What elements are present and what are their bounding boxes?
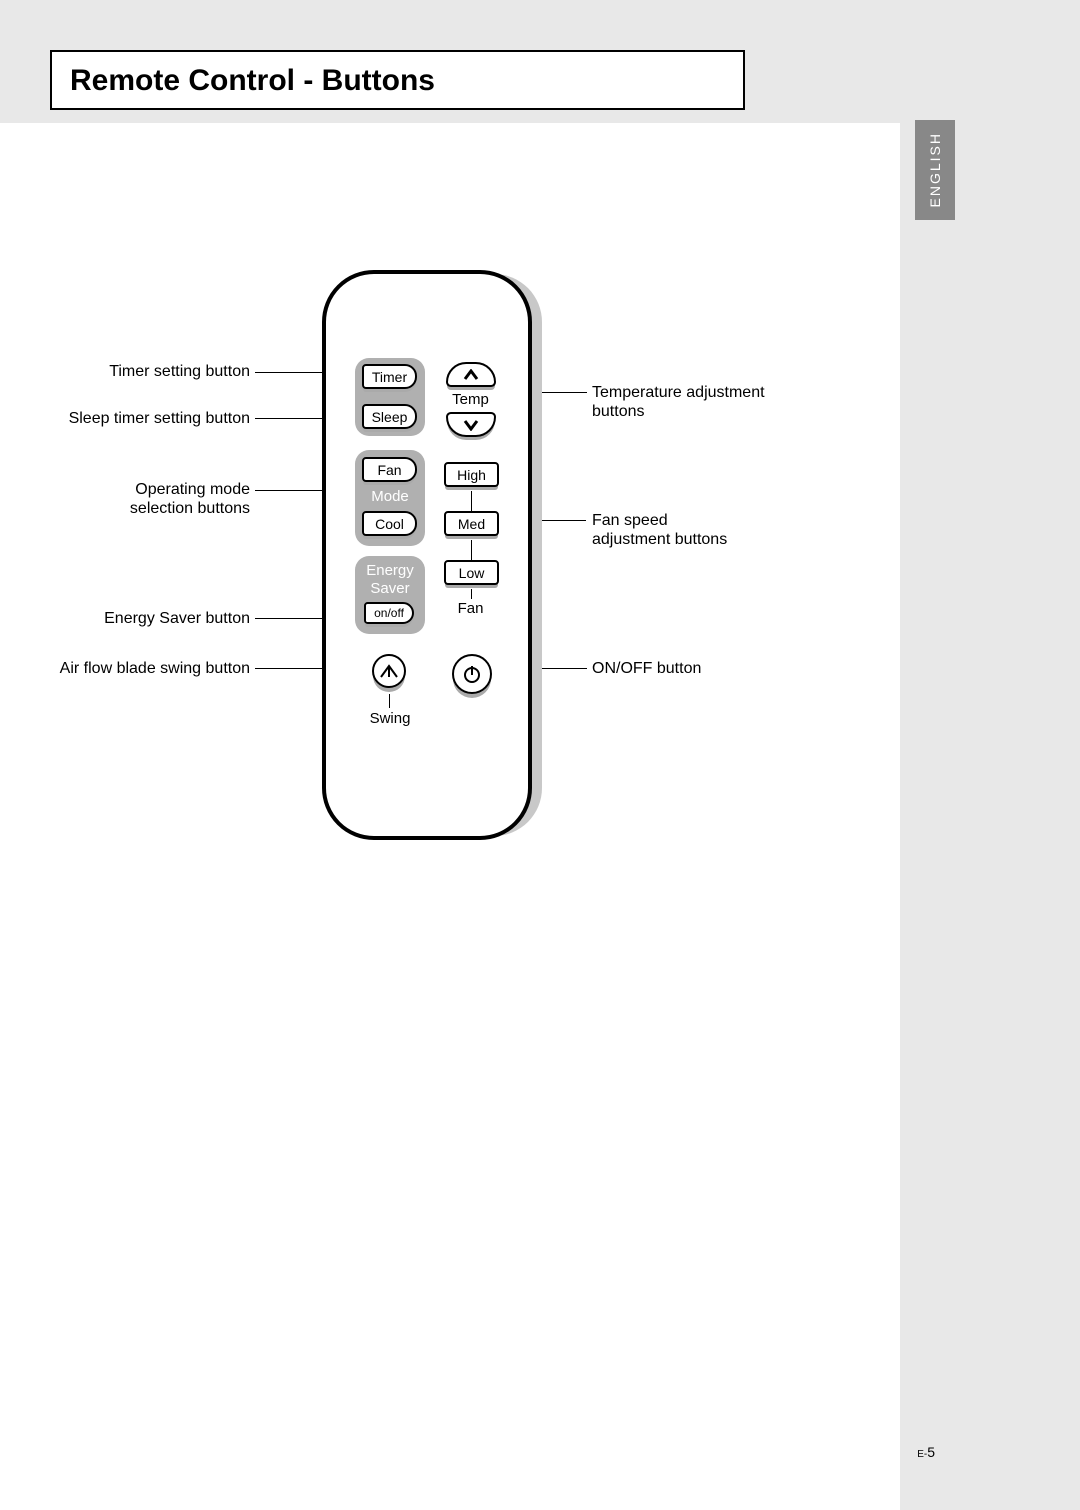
chevron-up-icon	[463, 369, 479, 381]
power-button[interactable]	[452, 654, 492, 694]
side-column	[900, 0, 1080, 1510]
fan-high-label: High	[457, 467, 486, 483]
callout-mode-1: Operating mode	[90, 481, 250, 499]
fan-conn-3	[471, 589, 472, 599]
callout-fan-2: adjustment buttons	[592, 531, 727, 549]
language-tab-label: ENGLISH	[927, 132, 943, 207]
cool-button[interactable]: Cool	[362, 511, 417, 536]
swing-icon	[380, 664, 398, 678]
fan-mode-button[interactable]: Fan	[362, 457, 417, 482]
temp-down-button[interactable]	[446, 412, 496, 437]
swing-connector	[389, 694, 390, 708]
callout-energy: Energy Saver button	[70, 610, 250, 628]
fan-low-label: Low	[459, 565, 485, 581]
fan-med-label: Med	[458, 516, 485, 532]
energy-label-2: Saver	[355, 580, 425, 597]
callout-swing: Air flow blade swing button	[40, 660, 250, 678]
temp-label: Temp	[443, 391, 498, 408]
callout-timer: Timer setting button	[70, 363, 250, 381]
callout-power: ON/OFF button	[592, 660, 701, 678]
language-tab: ENGLISH	[915, 120, 955, 220]
fan-conn-2	[471, 540, 472, 560]
temp-up-button[interactable]	[446, 362, 496, 387]
swing-label: Swing	[355, 710, 425, 727]
page-title: Remote Control - Buttons	[70, 64, 725, 98]
energy-label-1: Energy	[355, 562, 425, 579]
timer-button[interactable]: Timer	[362, 364, 417, 389]
cool-label: Cool	[375, 516, 404, 532]
title-box: Remote Control - Buttons	[50, 50, 745, 110]
energy-onoff-label: on/off	[374, 606, 404, 620]
fan-conn-1	[471, 491, 472, 511]
sleep-button[interactable]: Sleep	[362, 404, 417, 429]
chevron-down-icon	[463, 419, 479, 431]
fan-group-label: Fan	[443, 600, 498, 617]
fan-low-button[interactable]: Low	[444, 560, 499, 585]
diagram: Timer setting button Sleep timer setting…	[0, 260, 900, 880]
page-number-value: 5	[927, 1444, 935, 1460]
timer-label: Timer	[372, 369, 407, 385]
fan-high-button[interactable]: High	[444, 462, 499, 487]
callout-temp-1: Temperature adjustment	[592, 384, 765, 402]
sleep-label: Sleep	[372, 409, 408, 425]
fan-mode-label: Fan	[377, 462, 401, 478]
callout-fan-1: Fan speed	[592, 512, 668, 530]
callout-temp-2: buttons	[592, 403, 644, 421]
page-number: E-5	[917, 1444, 935, 1460]
callout-mode-2: selection buttons	[90, 500, 250, 518]
callout-sleep: Sleep timer setting button	[50, 410, 250, 428]
swing-button[interactable]	[372, 654, 406, 688]
power-icon	[462, 664, 482, 684]
mode-label: Mode	[355, 488, 425, 505]
fan-med-button[interactable]: Med	[444, 511, 499, 536]
page-number-prefix: E-	[917, 1449, 927, 1460]
energy-onoff-button[interactable]: on/off	[364, 602, 414, 624]
remote-body: Timer Sleep Fan Mode Cool Energy Saver o…	[322, 270, 532, 840]
